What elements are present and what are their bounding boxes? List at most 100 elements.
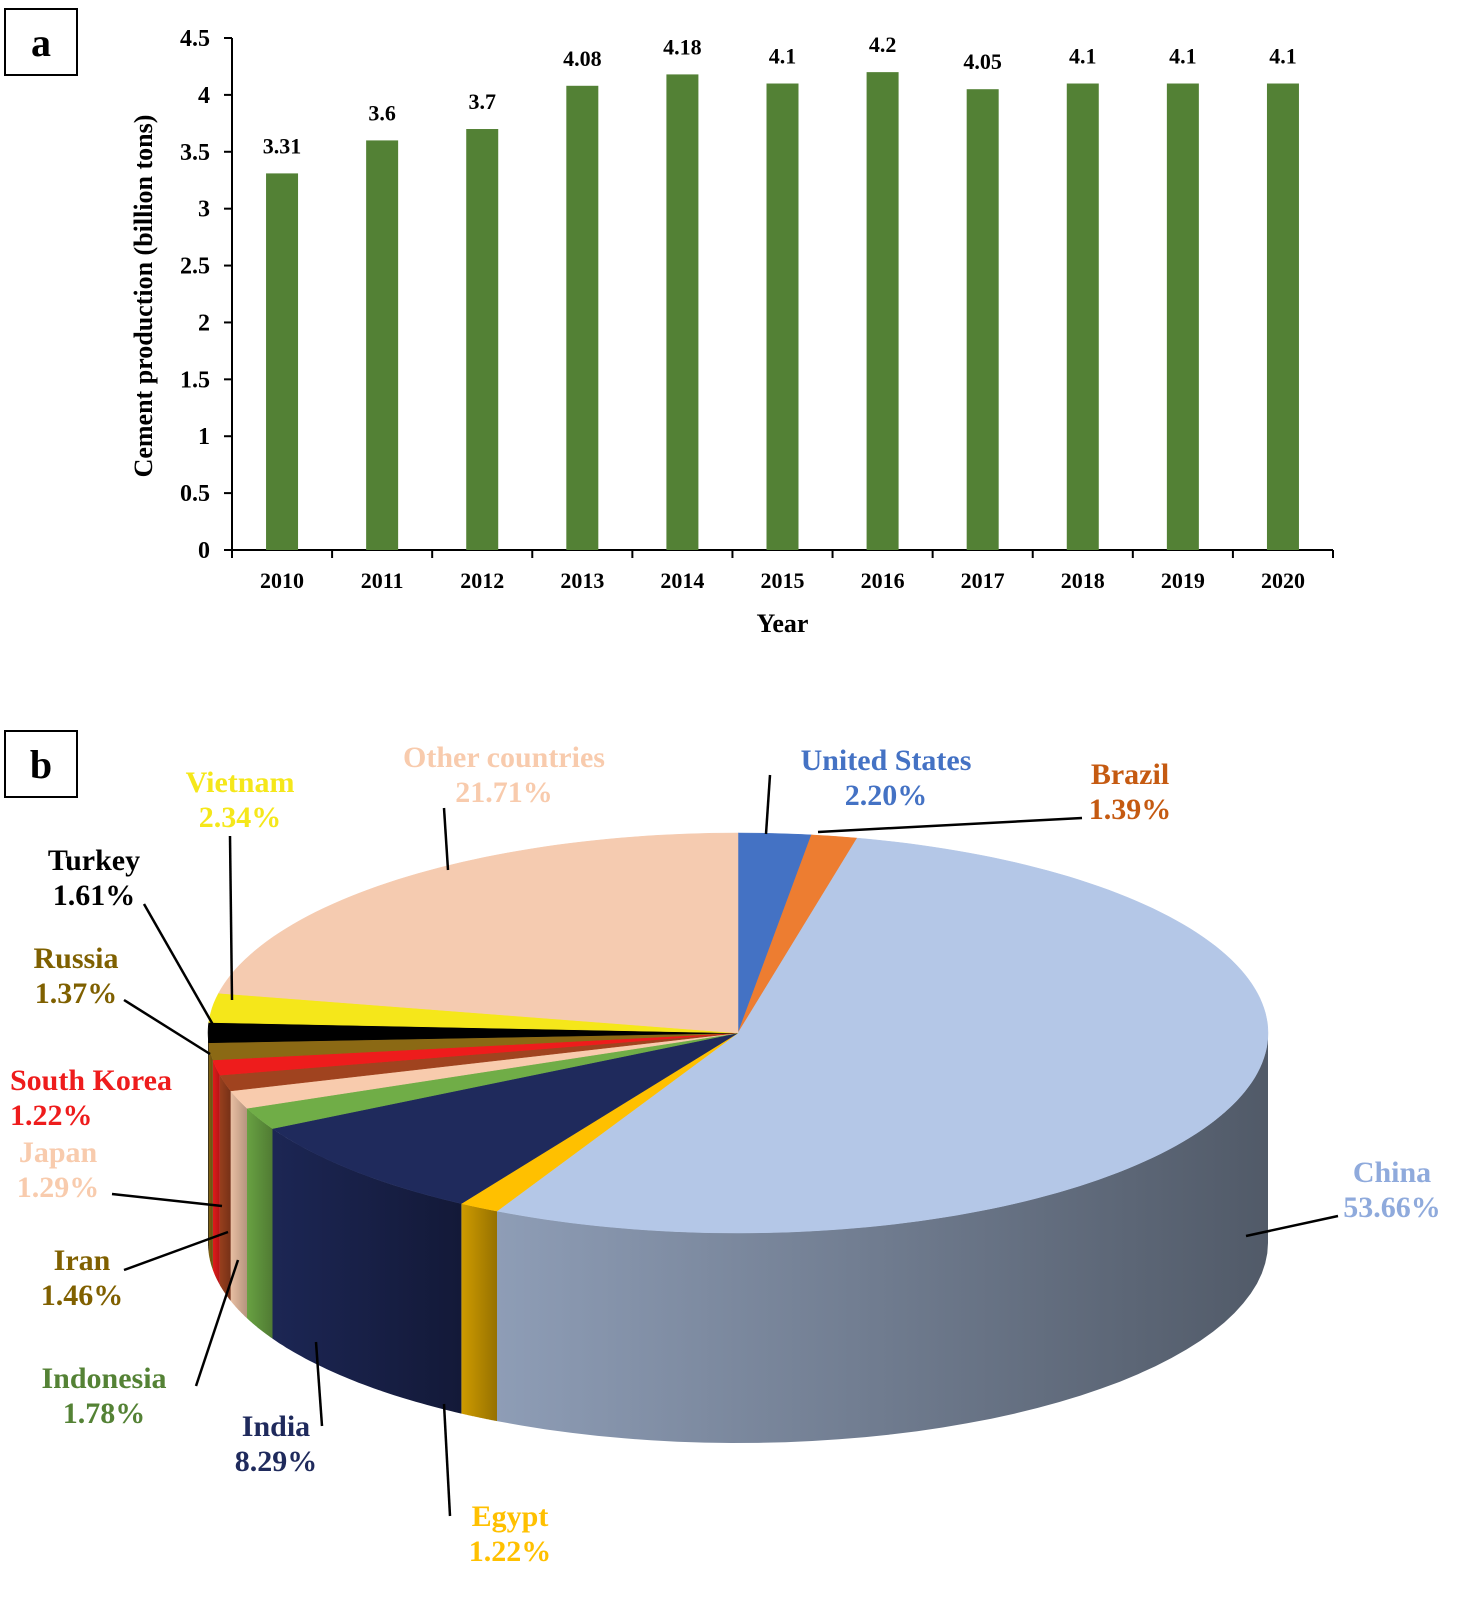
pie-side-india [272, 1128, 462, 1414]
pie-slice-indonesia [246, 1032, 739, 1129]
pie-slice-turkey [207, 1022, 739, 1044]
data-label: 3.6 [368, 100, 396, 125]
pie-side-japan [219, 1075, 231, 1301]
y-tick-label: 3 [198, 197, 210, 223]
x-tick-label: 2015 [761, 568, 805, 593]
slice-label: Brazil [1091, 758, 1169, 791]
pie-slice-russia [208, 1032, 739, 1061]
bar [466, 129, 499, 550]
y-tick-label: 2.5 [180, 254, 210, 280]
data-label: 4.1 [1069, 44, 1097, 69]
slice-value-label: 1.78% [63, 1397, 146, 1430]
y-tick-label: 1.5 [180, 367, 210, 393]
y-tick-label: 0.5 [180, 481, 210, 507]
leader-line [817, 816, 1083, 834]
data-label: 3.7 [468, 89, 496, 114]
y-tick-label: 1 [198, 424, 210, 450]
pie-slice-other-countries [218, 832, 739, 1034]
leader-line [442, 1403, 452, 1517]
panel-label-b: b [4, 730, 78, 798]
slice-value-label: 1.61% [53, 879, 136, 912]
data-label: 4.18 [663, 34, 702, 59]
slice-value-label: 21.71% [455, 776, 553, 809]
slice-value-label: 1.46% [41, 1279, 124, 1312]
slice-label: South Korea [10, 1064, 172, 1097]
pie-slice-china [496, 837, 1269, 1234]
pie-slice-iran [230, 1032, 739, 1109]
slice-label: United States [801, 744, 972, 777]
slice-label: Other countries [403, 741, 605, 774]
x-tick-label: 2020 [1261, 568, 1305, 593]
leader-line [194, 1259, 240, 1387]
data-label: 4.08 [563, 46, 602, 71]
leader-line [123, 998, 211, 1056]
y-tick-label: 4.5 [180, 26, 210, 52]
x-tick-label: 2014 [660, 568, 704, 593]
pie-slice-egypt [460, 1032, 739, 1212]
leader-line [764, 774, 772, 835]
data-label: 4.1 [1269, 44, 1297, 69]
bar [666, 74, 699, 551]
slice-label: Vietnam [186, 766, 295, 799]
pie-slice-united-states [737, 832, 812, 1034]
leader-line [314, 1341, 324, 1427]
slice-label: Russia [33, 942, 118, 975]
y-tick-label: 0 [198, 538, 210, 564]
pie-side-egypt [461, 1203, 497, 1422]
x-tick-label: 2012 [460, 568, 504, 593]
data-label: 4.2 [869, 32, 897, 57]
bar [566, 85, 599, 550]
y-axis-label: Cement production (billion tons) [129, 115, 158, 478]
slice-label: Turkey [48, 844, 140, 877]
pie-slice-south-korea [212, 1032, 739, 1076]
bar-chart: 0 0.5 1 1.5 2 2.5 3 3.5 4 4.5 3.31 2010 3.6 2011 3.7 20… [129, 26, 1334, 638]
slice-value-label: 1.37% [35, 977, 118, 1010]
bar [366, 140, 399, 550]
pie-slice-brazil [737, 834, 858, 1034]
x-tick-label: 2011 [361, 568, 404, 593]
slice-label: Indonesia [41, 1362, 166, 1395]
bar [766, 83, 799, 550]
pie-side-russia [208, 1042, 213, 1270]
data-label: 4.1 [769, 44, 797, 69]
pie-sides [208, 1033, 1268, 1443]
x-tick-label: 2018 [1061, 568, 1105, 593]
data-label: 4.1 [1169, 44, 1197, 69]
leader-line [1245, 1214, 1339, 1238]
leader-line [442, 807, 450, 871]
slice-value-label: 1.22% [469, 1535, 552, 1568]
slice-value-label: 2.34% [199, 801, 282, 834]
slice-value-label: 8.29% [235, 1445, 318, 1478]
bar [866, 72, 899, 550]
y-tick-label: 3.5 [180, 140, 210, 166]
slice-label: India [242, 1410, 310, 1443]
data-label: 3.31 [263, 133, 302, 158]
x-axis-label: Year [757, 609, 809, 638]
pie-top [207, 832, 1269, 1234]
pie-slice-japan [219, 1032, 739, 1092]
x-tick-label: 2019 [1161, 568, 1205, 593]
slice-value-label: 1.22% [10, 1099, 93, 1132]
bar [1266, 83, 1299, 550]
panel-label-a: a [4, 8, 78, 76]
pie-side-turkey [208, 1033, 209, 1253]
y-tick-label: 2 [198, 310, 210, 336]
pie-slice-vietnam [208, 992, 739, 1034]
pie-side-iran [230, 1090, 247, 1319]
data-label: 4.05 [963, 49, 1002, 74]
bar [266, 173, 299, 550]
x-tick-label: 2017 [961, 568, 1005, 593]
leader-line [111, 1192, 223, 1208]
slice-value-label: 2.20% [845, 779, 928, 812]
slice-value-label: 1.29% [17, 1171, 100, 1204]
slice-value-label: 53.66% [1343, 1191, 1441, 1224]
slice-label: Iran [54, 1244, 111, 1277]
slice-label: China [1353, 1156, 1431, 1189]
x-tick-label: 2013 [560, 568, 604, 593]
bar [1066, 83, 1099, 550]
slice-value-label: 1.39% [1089, 793, 1172, 826]
bar [966, 89, 999, 550]
bar [1166, 83, 1199, 550]
x-tick-label: 2010 [260, 568, 304, 593]
